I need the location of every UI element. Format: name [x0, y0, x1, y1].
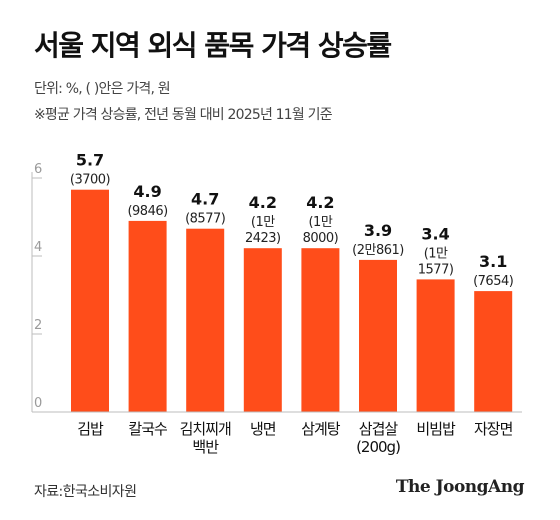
- bar: [474, 291, 513, 412]
- category-label: 백반: [192, 438, 219, 456]
- value-label: 3.1: [479, 252, 507, 271]
- price-label: 2423): [245, 231, 281, 246]
- category-label: 비빔밥: [416, 420, 456, 438]
- price-label: (8577): [185, 212, 225, 227]
- price-label: (1만: [251, 215, 275, 230]
- price-label: 8000): [303, 231, 339, 246]
- category-label: 삼겹살: [359, 420, 399, 438]
- value-label: 5.7: [76, 151, 104, 170]
- bar: [301, 248, 340, 412]
- brand-logo: The JoongAng: [395, 477, 525, 497]
- category-label: (200g): [356, 438, 400, 456]
- price-label: (1만: [308, 215, 332, 230]
- method-note: ※평균 가격 상승률, 전년 동월 대비 2025년 11월 기준: [34, 107, 333, 123]
- price-label: (2만861): [352, 243, 404, 258]
- chart-title: 서울 지역 외식 품목 가격 상승률: [34, 29, 392, 62]
- bar: [416, 279, 455, 412]
- price-label: 1577): [418, 262, 454, 277]
- y-tick-label: 6: [34, 162, 42, 177]
- price-label: (9846): [127, 204, 167, 219]
- bar: [243, 248, 282, 412]
- bar: [359, 259, 397, 412]
- bar: [186, 228, 225, 412]
- value-label: 4.2: [249, 193, 277, 212]
- y-tick-label: 4: [34, 240, 42, 255]
- price-label: (1만: [424, 246, 448, 261]
- value-label: 4.7: [191, 190, 219, 209]
- category-label: 자장면: [474, 420, 513, 438]
- bar-chart: 0 2 4 6 (3700) 5.7 김밥 (9846) 4.9 칼국수 (8577) 4.7 김치찌개…: [31, 151, 522, 456]
- category-label: 냉면: [250, 420, 276, 438]
- category-label: 삼계탕: [301, 420, 341, 438]
- price-label: (7654): [473, 274, 513, 289]
- y-tick-label: 0: [34, 396, 42, 411]
- unit-note: 단위: %, ( )안은 가격, 원: [34, 81, 171, 97]
- category-label: 김치찌개: [180, 420, 231, 438]
- value-label: 4.2: [306, 193, 334, 212]
- y-tick-label: 2: [34, 318, 42, 333]
- value-label: 3.4: [421, 224, 449, 243]
- category-label: 김밥: [77, 420, 104, 438]
- value-label: 4.9: [133, 182, 161, 201]
- category-label: 칼국수: [128, 420, 167, 438]
- source-credit: 자료:한국소비자원: [34, 484, 137, 500]
- bar: [71, 189, 109, 412]
- bar: [128, 220, 167, 412]
- value-label: 3.9: [364, 221, 392, 240]
- price-label: (3700): [70, 173, 110, 188]
